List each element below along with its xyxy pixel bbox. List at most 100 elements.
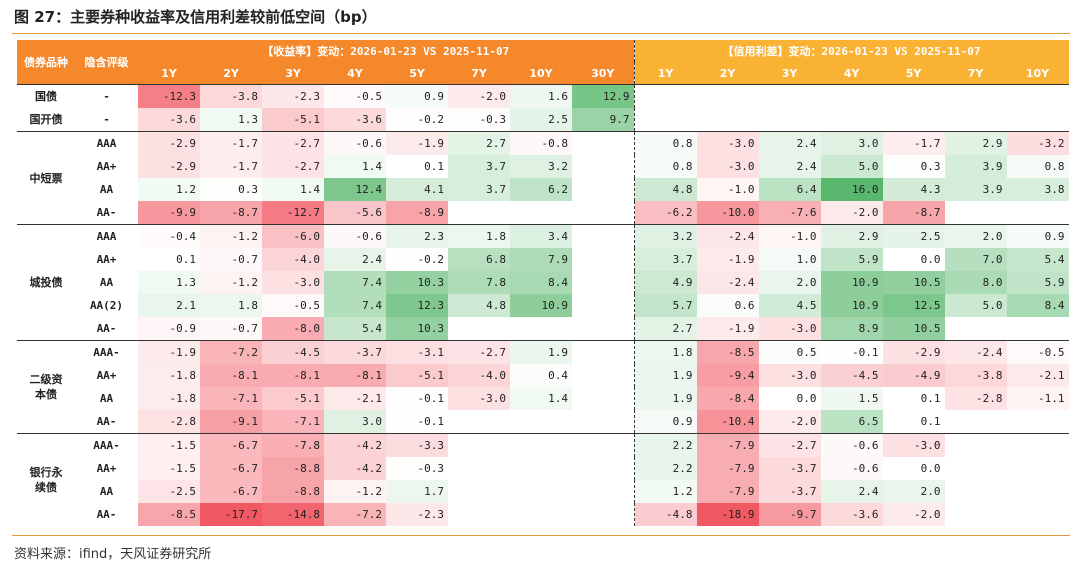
- panel-divider: [633, 410, 635, 434]
- yield-cell: -4.2: [324, 433, 386, 457]
- spread-cell: 1.9: [634, 387, 697, 410]
- yield-cell: -1.9: [386, 131, 448, 155]
- spread-tenor-header: 3Y: [758, 62, 821, 85]
- spread-cell: [1006, 410, 1069, 434]
- yield-cell: -6.7: [200, 480, 262, 503]
- table-row: AA 1.2 0.3 1.4 12.4 4.1 3.7 6.2 4.8 -1.0 6.4 16.0 4.…: [17, 178, 1069, 201]
- yield-cell: [572, 178, 634, 201]
- spread-cell: 16.0: [820, 178, 883, 201]
- spread-cell: 5.9: [820, 248, 883, 271]
- yield-cell: 10.9: [510, 294, 572, 317]
- spread-cell: 5.7: [634, 294, 697, 317]
- yield-cell: -12.3: [138, 84, 200, 108]
- spread-cell: -2.0: [758, 410, 821, 434]
- yield-cell: 12.3: [386, 294, 448, 317]
- yield-cell: 2.3: [386, 224, 448, 248]
- spread-cell: [944, 108, 1007, 132]
- panel-divider: [633, 271, 635, 294]
- spread-cell: -2.0: [820, 201, 883, 225]
- table-row: AA -1.8 -7.1 -5.1 -2.1 -0.1 -3.0 1.4 1.9 -8.4 0.0 1…: [17, 387, 1069, 410]
- yield-cell: 4.1: [386, 178, 448, 201]
- spread-tenor-header: 1Y: [634, 62, 697, 85]
- yield-cell: 0.3: [200, 178, 262, 201]
- spread-cell: 0.1: [882, 410, 945, 434]
- panel-divider: [633, 480, 635, 503]
- spread-cell: [1006, 433, 1069, 457]
- spread-cell: -3.0: [758, 317, 821, 341]
- spread-cell: [944, 84, 1007, 108]
- yield-cell: -14.8: [262, 503, 324, 526]
- yield-cell: -5.1: [262, 387, 324, 410]
- yield-cell: -2.7: [262, 155, 324, 178]
- yield-cell: -4.2: [324, 457, 386, 480]
- spread-cell: -0.6: [820, 457, 883, 480]
- yield-panel-title: 【收益率】变动：2026-01-23 VS 2025-11-07: [138, 40, 634, 62]
- yield-cell: -6.7: [200, 433, 262, 457]
- spread-cell: -3.0: [758, 364, 821, 387]
- yield-cell: -0.7: [200, 248, 262, 271]
- spread-cell: 0.0: [882, 248, 945, 271]
- spread-cell: 0.9: [1006, 224, 1069, 248]
- table-row: 国开债 - -3.6 1.3 -5.1 -3.6 -0.2 -0.3 2.5 9.7: [17, 108, 1069, 132]
- spread-cell: 10.5: [882, 317, 945, 341]
- spread-cell: 1.0: [758, 248, 821, 271]
- yield-cell: [510, 503, 572, 526]
- yield-cell: 2.1: [138, 294, 200, 317]
- yield-cell: -0.1: [386, 387, 448, 410]
- rating-label: -: [103, 113, 110, 126]
- spread-cell: 8.0: [944, 271, 1007, 294]
- yield-cell: 2.7: [448, 131, 510, 155]
- spread-cell: -2.8: [944, 387, 1007, 410]
- yield-cell: -8.5: [138, 503, 200, 526]
- yield-cell: -1.5: [138, 457, 200, 480]
- rating-label: AA+: [96, 462, 117, 475]
- spread-cell: -3.7: [758, 457, 821, 480]
- header-category: 债券品种: [17, 40, 75, 85]
- yield-cell: -3.3: [386, 433, 448, 457]
- yield-cell: -2.1: [324, 387, 386, 410]
- yield-cell: [448, 457, 510, 480]
- category-label: 国债: [17, 84, 75, 108]
- yield-cell: 2.5: [510, 108, 572, 132]
- spread-cell: [634, 108, 697, 132]
- panel-divider: [633, 178, 635, 201]
- category-label: 银行永续债: [17, 433, 75, 526]
- yield-cell: -0.3: [386, 457, 448, 480]
- yield-cell: [572, 433, 634, 457]
- yield-cell: -7.1: [200, 387, 262, 410]
- spread-cell: -2.0: [882, 503, 945, 526]
- yield-cell: -3.8: [200, 84, 262, 108]
- spread-cell: [1006, 503, 1069, 526]
- yield-cell: -7.2: [324, 503, 386, 526]
- spread-cell: [1006, 201, 1069, 225]
- spread-cell: -9.7: [758, 503, 821, 526]
- yield-cell: 9.7: [572, 108, 634, 132]
- yield-cell: [448, 480, 510, 503]
- panel-divider: [633, 503, 635, 526]
- yield-cell: -8.1: [324, 364, 386, 387]
- spread-cell: -0.6: [820, 433, 883, 457]
- spread-tenor-header: 2Y: [696, 62, 759, 85]
- rating-label: AA: [99, 392, 114, 405]
- spread-cell: 0.6: [696, 294, 759, 317]
- yield-cell: 1.6: [510, 84, 572, 108]
- yield-cell: 3.2: [510, 155, 572, 178]
- yield-cell: -2.9: [138, 155, 200, 178]
- table-row: AA(2) 2.1 1.8 -0.5 7.4 12.3 4.8 10.9 5.7 0.6 4.5 10…: [17, 294, 1069, 317]
- yield-cell: -0.1: [386, 410, 448, 434]
- rating-label: AAA: [75, 224, 138, 248]
- yield-cell: 1.7: [386, 480, 448, 503]
- yield-cell: [510, 317, 572, 341]
- yield-cell: -9.9: [138, 201, 200, 225]
- spread-cell: -1.7: [882, 131, 945, 155]
- rating-label: AA: [99, 276, 114, 289]
- rating-label: AA(2): [89, 299, 124, 312]
- spread-cell: -3.8: [944, 364, 1007, 387]
- spread-cell: -3.0: [882, 433, 945, 457]
- spread-cell: 2.5: [882, 224, 945, 248]
- spread-cell: 0.9: [634, 410, 697, 434]
- top-rule: [12, 33, 1070, 34]
- yield-cell: 12.9: [572, 84, 634, 108]
- spread-cell: 2.2: [634, 457, 697, 480]
- yield-cell: [572, 340, 634, 364]
